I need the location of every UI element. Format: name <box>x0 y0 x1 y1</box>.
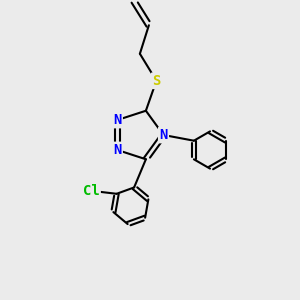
Text: Cl: Cl <box>83 184 100 198</box>
Text: S: S <box>152 74 160 88</box>
Text: N: N <box>159 128 168 142</box>
Text: N: N <box>113 113 122 127</box>
Text: N: N <box>113 143 122 157</box>
